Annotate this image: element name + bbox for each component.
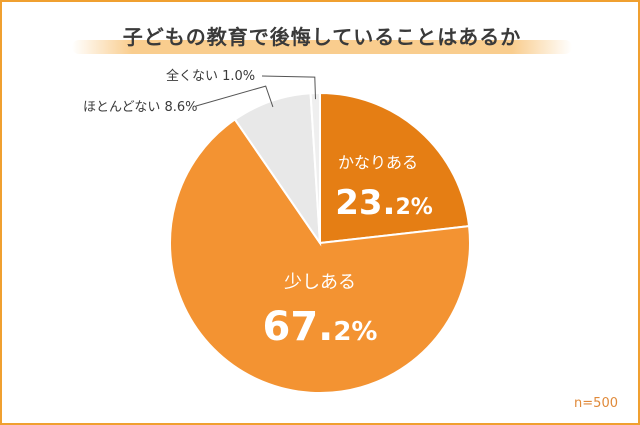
title-highlight bbox=[72, 40, 572, 54]
leader-lines bbox=[195, 75, 316, 108]
slice-value-sukoshi: 67.2% bbox=[262, 304, 377, 350]
chart-title: 子どもの教育で後悔していることはあるか bbox=[122, 25, 522, 49]
slice-kanari bbox=[319, 91, 471, 245]
leader-mattaku bbox=[261, 75, 316, 100]
leader-hotondo bbox=[195, 85, 274, 108]
slice-label-sukoshi: 少しある bbox=[284, 272, 356, 293]
slice-sukoshi bbox=[169, 118, 471, 394]
slice-value-kanari: 23.2% bbox=[335, 183, 433, 223]
pie-slices bbox=[169, 91, 471, 394]
slice-label-kanari: かなりある bbox=[338, 153, 418, 172]
sample-size-label: n=500 bbox=[574, 396, 618, 411]
title-block: 子どもの教育で後悔していることはあるか bbox=[72, 20, 572, 56]
slice-label-mattaku: 全くない 1.0% bbox=[166, 68, 255, 84]
slice-label-hotondo: ほとんどない 8.6% bbox=[83, 100, 198, 115]
